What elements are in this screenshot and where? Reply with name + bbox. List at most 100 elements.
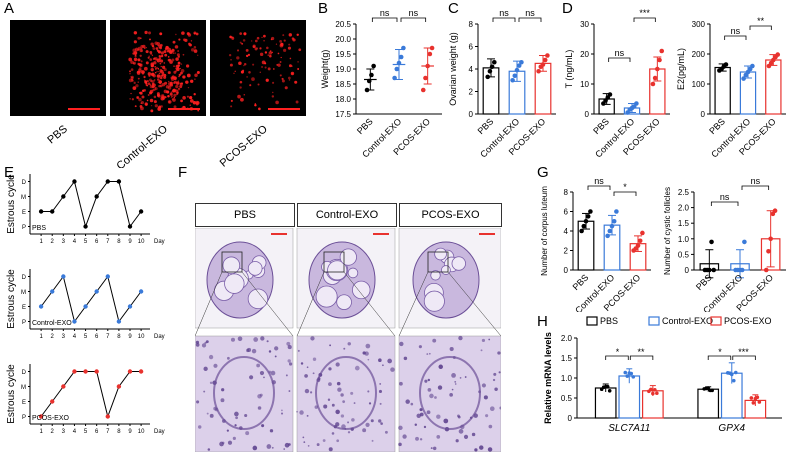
x-axis-title: Day — [154, 334, 165, 340]
zoom-box — [323, 251, 345, 273]
fluorescence-spot — [231, 36, 234, 39]
fluorescence-spot — [193, 46, 197, 49]
panel-a-label-pcos-exo: PCOS-EXO — [218, 123, 271, 168]
x-tick-label: 4 — [73, 429, 77, 435]
fluorescence-spot — [298, 48, 302, 52]
data-point — [394, 66, 400, 72]
cell-nucleus — [365, 422, 370, 427]
x-tick-label: PBS — [571, 272, 591, 292]
fluorescence-spot — [256, 47, 258, 50]
panel-label-d: D — [562, 0, 573, 17]
cell-nucleus — [235, 416, 238, 420]
cell-nucleus — [245, 431, 250, 436]
chart-cystic-follicles: 0 0.5 1.0 1.5 2.0 2.5 Number of cystic follicl… — [663, 176, 786, 312]
cell-nucleus — [368, 402, 372, 405]
fluorescence-spot — [144, 30, 148, 35]
fluorescence-spot — [158, 80, 163, 84]
cell-nucleus — [463, 434, 469, 439]
y-tick-label: 0 — [469, 110, 474, 119]
chart-estrous-cycle: P E M D 1 2 3 4 5 6 7 8 9 10 Day Estrous cycle PBS P E M D 1 2… — [6, 174, 165, 435]
data-point — [105, 274, 110, 279]
fluorescence-spot — [239, 80, 243, 84]
cell-nucleus — [234, 411, 239, 417]
y-tick-label: P — [22, 320, 26, 326]
x-tick-label: 5 — [84, 334, 88, 340]
fluorescence-spot — [267, 54, 270, 57]
fluorescence-spot — [132, 52, 135, 55]
fluorescence-spot — [173, 65, 175, 68]
fluorescence-spot — [156, 70, 158, 73]
cell-nucleus — [263, 376, 265, 379]
cell-nucleus — [300, 362, 304, 365]
fluorescence-spot — [129, 73, 131, 75]
fluorescence-spot — [138, 97, 142, 102]
follicle — [336, 294, 352, 310]
fluorescence-spot — [284, 86, 288, 90]
bar — [594, 387, 617, 419]
y-tick-label: 18.5 — [335, 80, 351, 89]
cell-nucleus — [382, 364, 384, 367]
fluorescence-spot — [245, 48, 249, 52]
fluorescence-spot — [254, 39, 258, 43]
cell-nucleus — [340, 414, 345, 418]
y-tick-label: D — [22, 370, 27, 376]
data-point — [631, 375, 636, 379]
cell-nucleus — [331, 432, 335, 435]
cell-nucleus — [316, 443, 320, 447]
cell-nucleus — [328, 367, 332, 371]
fluorescence-spot — [176, 91, 179, 94]
fluorescence-spot — [134, 47, 139, 52]
fluorescence-spot — [145, 50, 149, 54]
cell-nucleus — [269, 429, 274, 433]
fluorescence-spot — [156, 41, 161, 46]
follicle — [352, 280, 371, 300]
fluorescence-spot — [156, 93, 160, 97]
fluorescence-spot — [150, 52, 153, 55]
fluorescence-spot — [256, 36, 260, 40]
fluorescence-spot — [149, 58, 153, 61]
series-label: PBS — [32, 225, 46, 232]
bar — [714, 66, 731, 115]
fluorescence-spot — [169, 92, 173, 96]
fluorescence-spot — [134, 59, 137, 62]
fluorescence-spot — [159, 59, 164, 63]
cell-nucleus — [227, 440, 233, 445]
y-tick-label: 2.0 — [678, 204, 690, 213]
significance-label: ns — [594, 176, 604, 186]
cell-nucleus — [331, 403, 335, 407]
fluorescence-spot — [175, 57, 179, 61]
cell-nucleus — [427, 388, 432, 392]
cell-nucleus — [351, 418, 355, 422]
fluorescence-spot — [187, 86, 190, 89]
histology-panel-high — [195, 335, 294, 452]
fluorescence-spot — [160, 65, 162, 68]
y-tick-label: 1.5 — [561, 354, 573, 363]
x-tick-label: PBS — [476, 116, 496, 136]
fluorescence-spot — [177, 61, 181, 65]
cell-nucleus — [196, 400, 200, 404]
fluorescence-spot — [151, 64, 154, 66]
panel-label-g: G — [537, 164, 549, 181]
cell-nucleus — [288, 390, 291, 392]
fluorescence-spot — [140, 101, 144, 105]
fluorescence-spot — [277, 63, 281, 67]
fluorescence-spot — [240, 97, 244, 102]
x-tick-label: 7 — [106, 239, 110, 245]
follicle — [451, 256, 466, 271]
cell-nucleus — [310, 336, 315, 341]
x-tick-label: 10 — [138, 239, 145, 245]
cell-nucleus — [207, 448, 211, 451]
cell-nucleus — [304, 374, 308, 378]
fluorescence-spot — [133, 40, 137, 44]
data-point — [38, 414, 44, 419]
significance-label: *** — [639, 8, 650, 18]
data-point — [751, 401, 756, 405]
significance-bracket — [400, 17, 427, 22]
x-axis-title: Day — [154, 239, 165, 245]
data-point — [542, 57, 548, 63]
y-tick-label: 0.5 — [678, 250, 690, 259]
y-axis-title: Estrous cycle — [6, 364, 17, 424]
fluorescence-spot — [154, 66, 157, 68]
fluorescence-spot — [139, 54, 142, 57]
fluorescence-spot — [288, 43, 291, 46]
